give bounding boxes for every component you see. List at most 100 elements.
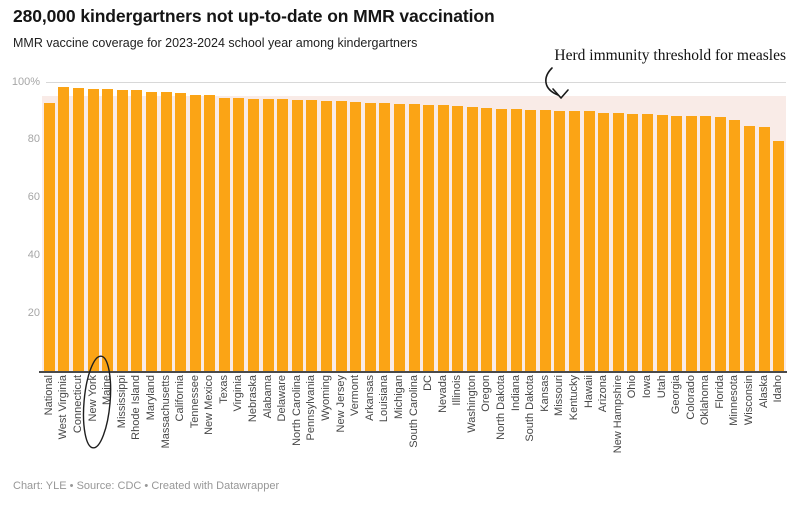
bar-hawaii[interactable] [583, 111, 595, 371]
bar-north-carolina[interactable] [291, 99, 303, 371]
bar-nevada[interactable] [437, 105, 449, 371]
bar-north-dakota[interactable] [496, 108, 508, 371]
bar-maine[interactable] [102, 89, 114, 371]
x-axis-label-kentucky: Kentucky [567, 375, 580, 421]
bar-alaska[interactable] [758, 127, 770, 371]
chart-title: 280,000 kindergartners not up-to-date on… [13, 6, 495, 26]
x-axis-label-wisconsin: Wisconsin [743, 375, 756, 426]
bar-minnesota[interactable] [729, 119, 741, 371]
bar-kansas[interactable] [539, 110, 551, 371]
x-axis-label-colorado: Colorado [684, 375, 697, 420]
bar-utah[interactable] [656, 114, 668, 371]
x-axis-label-rhode-island: Rhode Island [130, 375, 143, 440]
bar-arkansas[interactable] [364, 102, 376, 371]
bar-georgia[interactable] [671, 115, 683, 371]
bar-nebraska[interactable] [248, 98, 260, 371]
bar-alabama[interactable] [262, 99, 274, 371]
x-axis-label-washington: Washington [465, 375, 478, 433]
x-axis-label-virginia: Virginia [232, 375, 245, 412]
x-axis-label-louisiana: Louisiana [378, 375, 391, 423]
bar-illinois[interactable] [452, 105, 464, 371]
x-axis-label-michigan: Michigan [392, 375, 405, 420]
bar-oklahoma[interactable] [700, 116, 712, 371]
bar-mississippi[interactable] [116, 89, 128, 371]
bar-michigan[interactable] [393, 103, 405, 371]
bar-wyoming[interactable] [320, 100, 332, 371]
x-axis-label-hawaii: Hawaii [582, 375, 595, 409]
x-axis-label-arkansas: Arkansas [363, 375, 376, 421]
x-axis-label-ohio: Ohio [626, 375, 639, 399]
threshold-annotation-label: Herd immunity threshold for measles [554, 47, 786, 64]
x-axis-label-connecticut: Connecticut [71, 375, 84, 434]
x-axis-label-utah: Utah [655, 375, 668, 399]
x-axis-label-alaska: Alaska [757, 375, 770, 409]
x-axis-label-nebraska: Nebraska [247, 375, 260, 423]
x-axis-label-florida: Florida [713, 375, 726, 409]
bar-dc[interactable] [423, 104, 435, 371]
attribution: Chart: YLE • Source: CDC • Created with … [13, 480, 280, 492]
x-axis-label-minnesota: Minnesota [728, 375, 741, 426]
x-axis-label-alabama: Alabama [261, 375, 274, 419]
x-axis-label-north-carolina: North Carolina [290, 375, 303, 446]
bar-connecticut[interactable] [72, 88, 84, 371]
gridline-100 [46, 82, 786, 83]
bar-idaho[interactable] [773, 140, 785, 371]
bar-new-jersey[interactable] [335, 101, 347, 371]
bar-kentucky[interactable] [568, 110, 580, 371]
bar-louisiana[interactable] [379, 103, 391, 371]
bar-west-virginia[interactable] [58, 86, 70, 371]
x-axis-label-missouri: Missouri [553, 375, 566, 416]
bar-ohio[interactable] [627, 113, 639, 371]
bar-wisconsin[interactable] [744, 125, 756, 371]
x-axis-label-tennessee: Tennessee [188, 375, 201, 429]
x-axis-label-maryland: Maryland [144, 375, 157, 421]
x-axis-label-texas: Texas [217, 375, 230, 404]
bar-new-hampshire[interactable] [612, 112, 624, 371]
x-axis-label-oklahoma: Oklahoma [699, 375, 712, 426]
x-axis-label-wyoming: Wyoming [319, 375, 332, 421]
bar-new-mexico[interactable] [204, 95, 216, 371]
x-axis-label-massachusetts: Massachusetts [159, 375, 172, 449]
x-axis-label-south-dakota: South Dakota [524, 375, 537, 442]
bar-texas[interactable] [218, 98, 230, 371]
y-axis-tick-label: 100% [11, 75, 40, 88]
bar-oregon[interactable] [481, 108, 493, 371]
bar-south-dakota[interactable] [525, 109, 537, 371]
bar-vermont[interactable] [350, 101, 362, 371]
bar-rhode-island[interactable] [131, 90, 143, 371]
bar-iowa[interactable] [641, 114, 653, 371]
bar-tennessee[interactable] [189, 94, 201, 371]
y-axis-tick-label: 20 [27, 306, 40, 319]
bar-california[interactable] [175, 92, 187, 371]
bar-massachusetts[interactable] [160, 92, 172, 371]
bar-national[interactable] [43, 103, 55, 371]
x-axis-label-vermont: Vermont [349, 375, 362, 416]
x-axis-label-nevada: Nevada [436, 375, 449, 413]
x-axis-label-indiana: Indiana [509, 375, 522, 412]
bar-south-carolina[interactable] [408, 104, 420, 371]
x-axis-label-california: California [174, 375, 187, 422]
bar-florida[interactable] [714, 116, 726, 371]
x-axis-label-georgia: Georgia [670, 375, 683, 415]
bar-maryland[interactable] [145, 91, 157, 371]
x-axis-label-new-mexico: New Mexico [203, 375, 216, 435]
y-axis-tick-label: 80 [27, 133, 40, 146]
x-axis-label-kansas: Kansas [538, 375, 551, 412]
x-axis-label-west-virginia: West Virginia [57, 375, 70, 440]
bar-colorado[interactable] [685, 115, 697, 371]
x-axis-label-iowa: Iowa [640, 375, 653, 399]
bar-delaware[interactable] [277, 99, 289, 371]
bar-washington[interactable] [466, 107, 478, 371]
bar-indiana[interactable] [510, 109, 522, 371]
bar-new-york[interactable] [87, 88, 99, 371]
x-axis-label-arizona: Arizona [597, 375, 610, 413]
bar-missouri[interactable] [554, 110, 566, 371]
bar-pennsylvania[interactable] [306, 99, 318, 371]
bar-arizona[interactable] [598, 112, 610, 371]
x-axis-label-delaware: Delaware [276, 375, 289, 422]
bar-virginia[interactable] [233, 98, 245, 371]
y-axis-tick-label: 60 [27, 191, 40, 204]
y-axis-tick-label: 40 [27, 248, 40, 261]
x-axis-baseline [39, 371, 787, 373]
